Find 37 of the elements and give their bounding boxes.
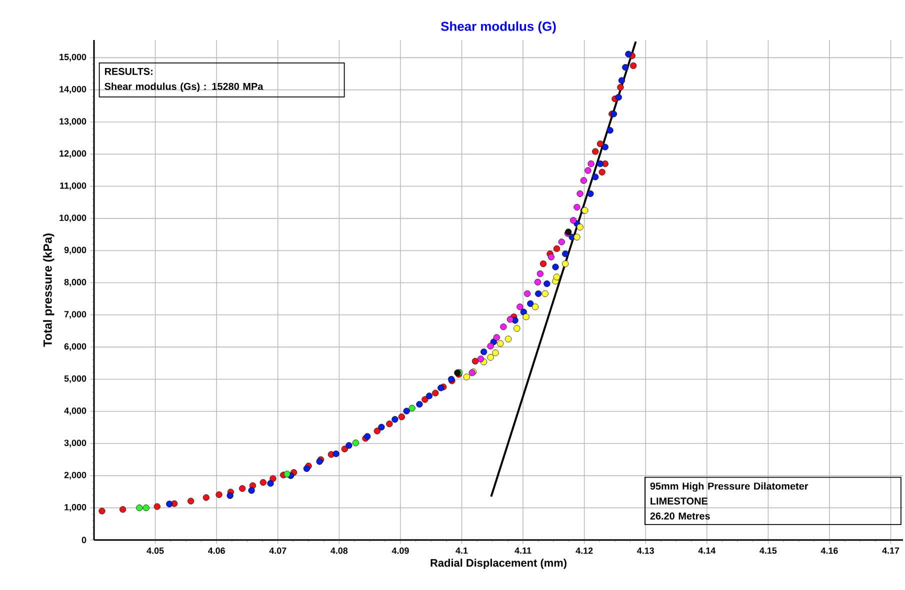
x-tick-label: 4.07 [269,548,286,554]
x-axis-title: Radial Displacement (mm) [430,558,566,569]
annotation: LIMESTONE [650,498,708,505]
y-tick-label: 1,000 [64,504,86,512]
x-tick-label: 4.14 [698,548,716,554]
y-tick-label: 15,000 [60,54,86,62]
x-tick-label: 4.13 [637,548,654,554]
y-tick-label: 13,000 [60,118,86,126]
y-tick-label: 7,000 [64,311,86,319]
y-tick-label: 9,000 [64,246,86,254]
chart-title: Shear modulus (G) [440,21,556,34]
y-tick-label: 12,000 [60,150,86,158]
annotation: RESULTS: [104,68,152,75]
y-tick-label: 3,000 [64,440,86,448]
y-tick-label: 8,000 [64,278,86,287]
y-tick-label: 4,000 [64,408,86,416]
x-tick-label: 4.06 [208,548,225,554]
y-axis-title: Total pressure (kPa) [43,234,54,347]
y-tick-label: 0 [82,536,86,544]
x-tick-label: 4.16 [820,548,838,554]
y-tick-label: 5,000 [64,375,86,384]
y-tick-label: 10,000 [60,214,86,222]
y-tick-label: 11,000 [60,182,86,190]
x-tick-label: 4.17 [882,548,900,554]
y-tick-label: 6,000 [64,343,86,351]
annotation: 95mm High Pressure Dilatometer [650,482,808,492]
x-tick-label: 4.05 [146,548,164,554]
y-tick-label: 2,000 [64,472,86,480]
x-tick-label: 4.12 [576,548,593,554]
annotation: 26.20 Metres [650,512,710,520]
annotation: Shear modulus (Gs) : 15280 MPa [104,82,264,92]
x-tick-label: 4.08 [330,548,348,554]
x-tick-label: 4.1 [456,548,468,554]
x-tick-label: 4.15 [760,548,777,554]
x-tick-label: 4.09 [392,548,409,554]
y-tick-label: 14,000 [60,86,86,94]
x-tick-label: 4.11 [514,548,532,554]
